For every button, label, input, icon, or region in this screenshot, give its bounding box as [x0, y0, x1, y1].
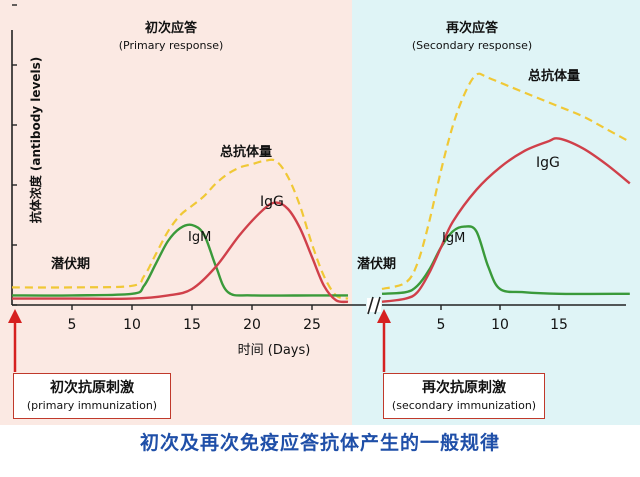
- primary-latent-period-label: 潜伏期: [51, 256, 90, 272]
- secondary-response-title: 再次应答: [446, 20, 499, 36]
- y-axis-ticks: [12, 4, 17, 306]
- secondary-total-line: [381, 72, 631, 291]
- primary-igm-label: IgM: [188, 230, 211, 245]
- x-axis-label: 时间 (Days): [238, 343, 311, 358]
- primary-immunization-title: 初次抗原刺激: [50, 380, 134, 396]
- secondary-response-subtitle: (Secondary response): [412, 39, 532, 52]
- primary-immunization-box: 初次抗原刺激 (primary immunization): [13, 373, 171, 419]
- primary-immunization-arrow: [8, 309, 22, 372]
- x-axis-ticks: 5 10 15 20 25 5 10 15: [68, 305, 568, 333]
- secondary-igg-label: IgG: [536, 155, 560, 171]
- x-tick-label: 10: [123, 317, 141, 333]
- y-axis-label: 抗体浓度 (antibody levels): [28, 57, 43, 224]
- primary-response-background: [0, 0, 352, 425]
- secondary-immunization-box: 再次抗原刺激 (secondary immunization): [383, 373, 545, 419]
- primary-response-subtitle: (Primary response): [119, 39, 224, 52]
- primary-igg-label: IgG: [260, 194, 284, 210]
- x-tick-label: 20: [243, 317, 261, 333]
- x-tick-label: 15: [550, 317, 568, 333]
- secondary-immunization-title: 再次抗原刺激: [422, 380, 506, 396]
- axis-break-mark: [367, 296, 381, 315]
- primary-total-line: [11, 158, 349, 300]
- secondary-igm-line: [381, 225, 630, 296]
- secondary-latent-period-label: 潜伏期: [357, 256, 396, 272]
- primary-response-title: 初次应答: [145, 20, 198, 36]
- x-tick-label: 15: [183, 317, 201, 333]
- x-tick-label: 5: [437, 317, 446, 333]
- x-tick-label: 25: [303, 317, 321, 333]
- x-tick-label: 10: [491, 317, 509, 333]
- secondary-immunization-subtitle: (secondary immunization): [391, 399, 537, 412]
- series-layer: [11, 72, 631, 304]
- x-tick-label: 5: [68, 317, 77, 333]
- secondary-response-background: [352, 0, 640, 425]
- primary-immunization-subtitle: (primary immunization): [26, 399, 158, 412]
- secondary-igm-label: IgM: [442, 231, 465, 246]
- primary-igm-line: [11, 223, 348, 297]
- secondary-immunization-arrow: [377, 309, 391, 372]
- primary-total-antibody-label: 总抗体量: [220, 144, 272, 160]
- secondary-total-antibody-label: 总抗体量: [528, 68, 580, 84]
- secondary-igg-line: [381, 137, 631, 303]
- figure-caption: 初次及再次免疫应答抗体产生的一般规律: [139, 432, 500, 454]
- primary-igg-line: [12, 201, 349, 304]
